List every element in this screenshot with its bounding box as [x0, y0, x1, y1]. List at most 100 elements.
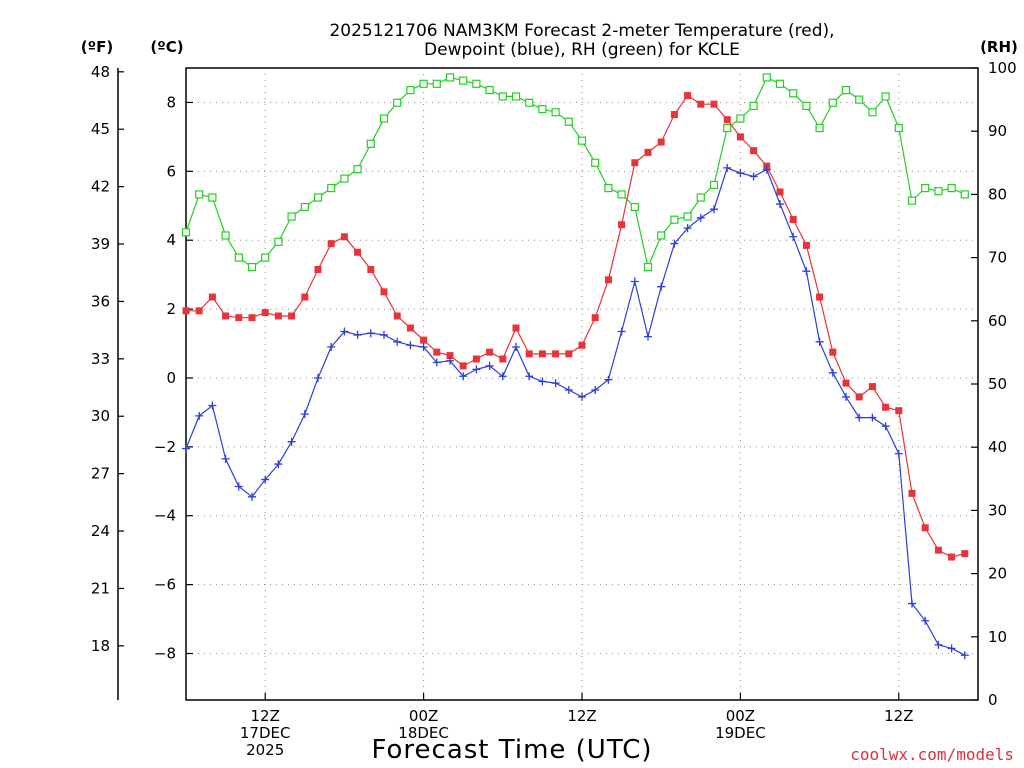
- temperature-point: [934, 546, 942, 554]
- dewpoint-point: [327, 342, 336, 351]
- dewpoint-point: [908, 599, 916, 608]
- dewpoint-point: [934, 640, 943, 649]
- rh-tick-label: 90: [988, 122, 1007, 140]
- temperature-point: [670, 110, 678, 118]
- rh-tick-label: 80: [988, 185, 1007, 203]
- rh-point: [274, 237, 283, 246]
- dewpoint-point: [723, 163, 732, 172]
- dewpoint-point: [340, 327, 349, 336]
- rh-tick-label: 60: [988, 312, 1007, 330]
- dewpoint-series: [182, 163, 969, 660]
- dewpoint-point: [815, 337, 824, 346]
- rh-point: [195, 190, 204, 199]
- temperature-point: [261, 309, 269, 317]
- temperature-point: [710, 100, 718, 108]
- rh-point: [723, 123, 732, 133]
- rh-point: [234, 253, 243, 262]
- fahrenheit-tick-label: 30: [91, 407, 110, 425]
- rh-point: [208, 193, 217, 202]
- dewpoint-point: [617, 327, 626, 336]
- dewpoint-point: [789, 232, 798, 241]
- y-axis-ticks: 86420−2−4−6−8484542393633302724211810090…: [91, 59, 1017, 709]
- rh-tick-label: 30: [988, 501, 1007, 519]
- dewpoint-point: [300, 410, 309, 419]
- x-tick-label: 18DEC: [398, 724, 449, 742]
- rh-point: [366, 139, 375, 148]
- temperature-point: [499, 355, 507, 363]
- celsius-tick-label: −4: [154, 507, 176, 525]
- temperature-point: [842, 379, 850, 387]
- temperature-point: [961, 550, 969, 558]
- celsius-tick-label: −8: [154, 645, 176, 663]
- dewpoint-point: [353, 330, 362, 339]
- dewpoint-point: [314, 373, 322, 382]
- fahrenheit-tick-label: 39: [91, 235, 110, 253]
- dewpoint-point: [221, 454, 230, 463]
- dewpoint-point: [578, 392, 586, 401]
- temperature-point: [288, 312, 296, 320]
- temperature-point: [195, 307, 203, 315]
- temperature-point: [380, 288, 388, 296]
- rh-point: [841, 86, 851, 95]
- dewpoint-point: [551, 379, 560, 388]
- temperature-point: [208, 293, 216, 301]
- rh-tick-label: 0: [988, 691, 998, 709]
- rh-tick-label: 20: [988, 565, 1007, 583]
- temperature-line: [186, 94, 965, 558]
- dewpoint-point: [749, 172, 758, 181]
- rh-point: [379, 114, 389, 123]
- dewpoint-point: [498, 372, 507, 381]
- temperature-point: [235, 314, 243, 322]
- dewpoint-point: [947, 644, 956, 653]
- temperature-point: [723, 116, 731, 124]
- dewpoint-point: [604, 375, 613, 384]
- dewpoint-point: [710, 205, 718, 214]
- temperature-point: [552, 350, 560, 358]
- fahrenheit-tick-label: 45: [91, 120, 110, 138]
- temperature-point: [591, 314, 599, 322]
- temperature-point: [868, 383, 876, 391]
- celsius-tick-label: 6: [166, 162, 176, 180]
- rh-point: [300, 202, 309, 212]
- rh-point: [419, 79, 428, 88]
- rh-point: [709, 180, 719, 190]
- temperature-point: [538, 350, 546, 358]
- temperature-point: [855, 393, 863, 401]
- celsius-unit-label: (ºC): [150, 38, 183, 56]
- dewpoint-point: [855, 413, 864, 422]
- temperature-point: [182, 307, 190, 315]
- temperature-point: [736, 133, 744, 141]
- dewpoint-point: [287, 437, 296, 446]
- celsius-tick-label: −2: [154, 438, 176, 456]
- temperature-point: [512, 324, 520, 332]
- rh-point: [247, 262, 257, 272]
- rh-point: [789, 89, 798, 98]
- rh-point: [749, 101, 758, 111]
- rh-point: [538, 104, 547, 114]
- rh-point: [775, 79, 785, 88]
- credit-link[interactable]: coolwx.com/models: [850, 745, 1014, 764]
- rh-point: [868, 108, 877, 117]
- rh-tick-label: 10: [988, 628, 1007, 646]
- rh-point: [181, 228, 191, 237]
- fahrenheit-tick-label: 24: [91, 522, 110, 540]
- chart-title-line-1: 2025121706 NAM3KM Forecast 2-meter Tempe…: [329, 21, 834, 41]
- temperature-point: [750, 147, 758, 155]
- temperature-point: [472, 355, 480, 363]
- temperature-point: [222, 312, 230, 320]
- temperature-point: [459, 362, 467, 370]
- rh-point: [591, 158, 600, 167]
- rh-point: [551, 108, 560, 117]
- rh-point: [564, 117, 573, 126]
- temperature-point: [948, 553, 956, 561]
- dewpoint-point: [894, 449, 903, 458]
- x-tick-label: 19DEC: [715, 724, 766, 742]
- x-tick-label: 2025: [246, 741, 284, 759]
- rh-point: [855, 95, 864, 104]
- dewpoint-point: [208, 401, 217, 410]
- temperature-point: [274, 312, 282, 320]
- rh-tick-label: 40: [988, 438, 1007, 456]
- temperature-point: [525, 350, 533, 358]
